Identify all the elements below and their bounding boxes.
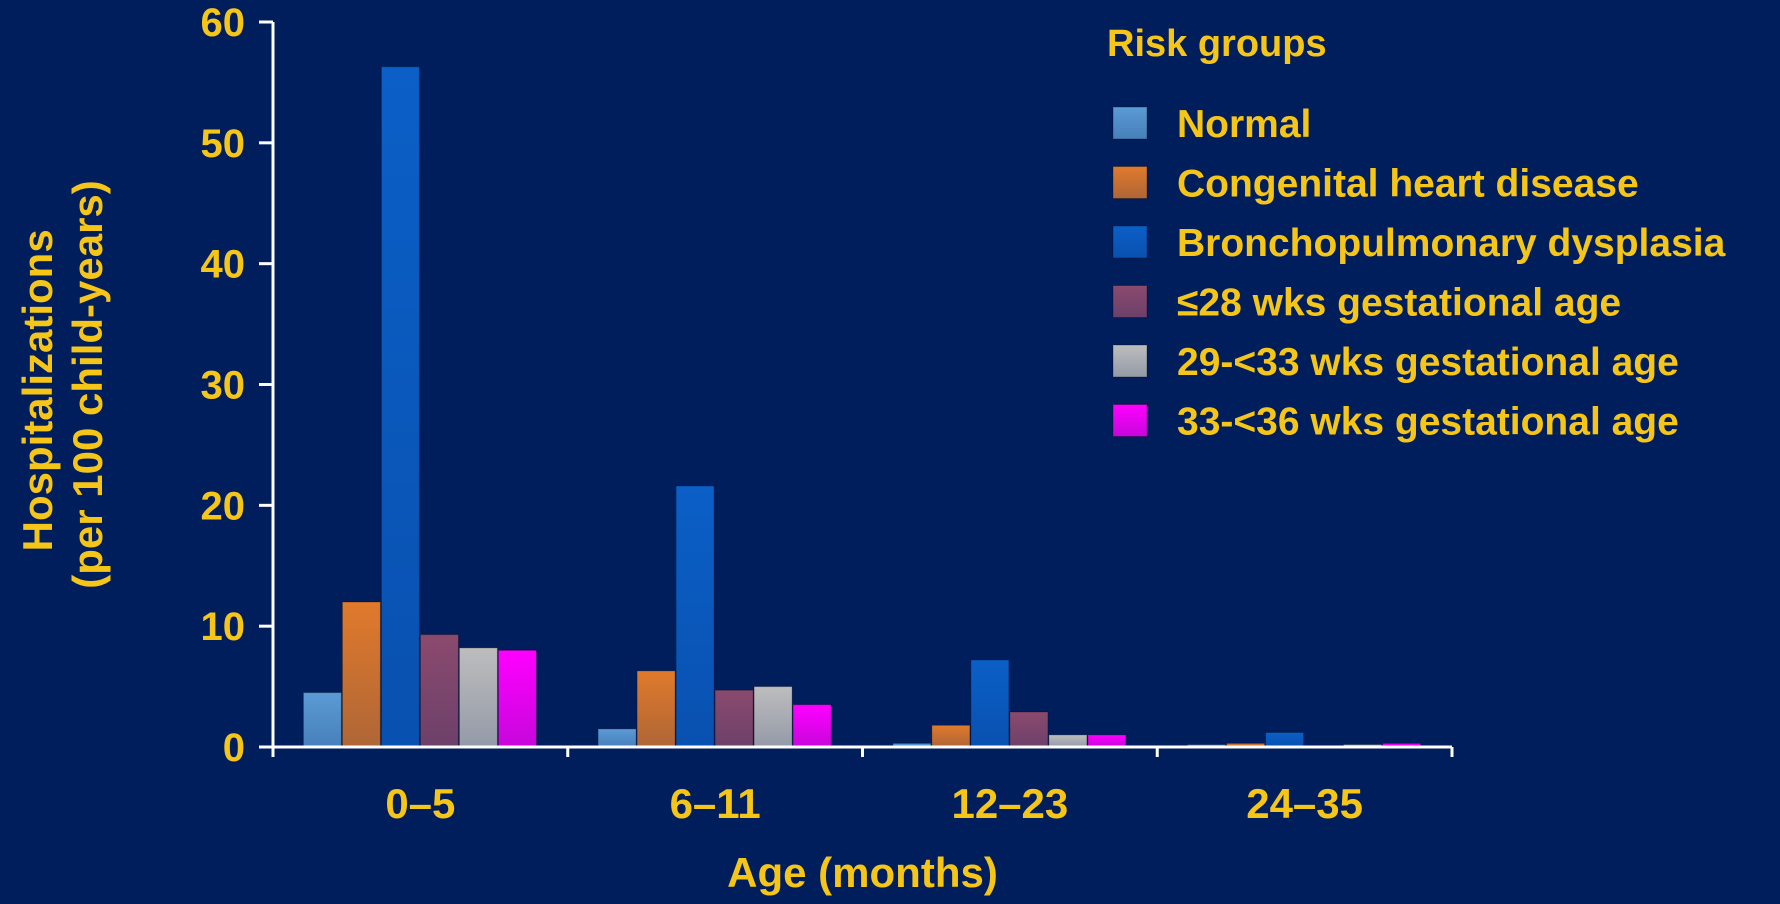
bar--28-wks-gestational-age-0 (419, 634, 459, 748)
y-ticks: 0 10 20 30 40 50 60 (201, 1, 273, 770)
legend-swatch (1112, 404, 1148, 437)
y-tick-label: 30 (201, 364, 246, 408)
legend-label: Normal (1177, 103, 1311, 146)
y-axis-title: Hospitalizations (per 100 child-years) (14, 180, 111, 589)
x-tick-label: 0–5 (385, 780, 455, 827)
x-ticks: 0–5 6–11 12–23 24–35 (271, 747, 1454, 827)
bar-29-33-wks-gestational-age-2 (1048, 734, 1088, 748)
legend-swatch (1112, 225, 1148, 259)
bar-33-36-wks-gestational-age-1 (792, 704, 832, 748)
bar-bronchopulmonary-dysplasia-0 (380, 66, 420, 748)
legend-label: Bronchopulmonary dysplasia (1177, 222, 1726, 265)
legend-label: ≤28 wks gestational age (1177, 282, 1621, 325)
x-axis-title: Age (months) (727, 849, 998, 896)
y-tick-label: 40 (201, 243, 246, 287)
legend-swatch (1112, 106, 1148, 140)
y-tick-label: 60 (201, 1, 246, 45)
legend-title: Risk groups (1107, 23, 1327, 65)
legend-label: 33-<36 wks gestational age (1177, 401, 1679, 444)
legend-label: 29-<33 wks gestational age (1177, 341, 1679, 384)
bar-29-33-wks-gestational-age-1 (753, 686, 793, 748)
y-axis-title-line-1: Hospitalizations (14, 229, 61, 551)
bar-bronchopulmonary-dysplasia-2 (970, 659, 1010, 748)
bar-33-36-wks-gestational-age-2 (1087, 734, 1127, 748)
axes-layer (259, 22, 1452, 757)
y-tick-label: 10 (201, 605, 246, 649)
bar-29-33-wks-gestational-age-0 (458, 647, 498, 748)
y-tick-label: 50 (201, 122, 246, 166)
bar--28-wks-gestational-age-2 (1009, 711, 1049, 748)
y-tick-label: 20 (201, 484, 246, 528)
bar-bronchopulmonary-dysplasia-3 (1265, 732, 1305, 748)
bar-congenital-heart-disease-2 (931, 724, 971, 748)
bar-normal-1 (597, 728, 637, 748)
legend-swatch (1112, 166, 1148, 199)
legend-swatch (1112, 285, 1148, 318)
legend-label: Congenital heart disease (1177, 163, 1639, 206)
bars-layer (302, 66, 1422, 748)
legend-swatch (1112, 344, 1148, 378)
bar-33-36-wks-gestational-age-0 (497, 649, 537, 748)
x-tick-label: 12–23 (951, 780, 1068, 827)
bar-normal-0 (302, 692, 342, 748)
bar-congenital-heart-disease-1 (636, 670, 676, 748)
bar--28-wks-gestational-age-1 (714, 689, 754, 748)
y-tick-label: 0 (223, 726, 245, 770)
y-axis-title-line-2: (per 100 child-years) (64, 180, 111, 589)
bar-congenital-heart-disease-0 (341, 601, 381, 748)
x-tick-label: 6–11 (670, 780, 761, 827)
bar-bronchopulmonary-dysplasia-1 (675, 485, 715, 748)
x-tick-label: 24–35 (1246, 780, 1363, 827)
legend: Risk groups Normal Congenital heart disea… (1107, 23, 1726, 444)
